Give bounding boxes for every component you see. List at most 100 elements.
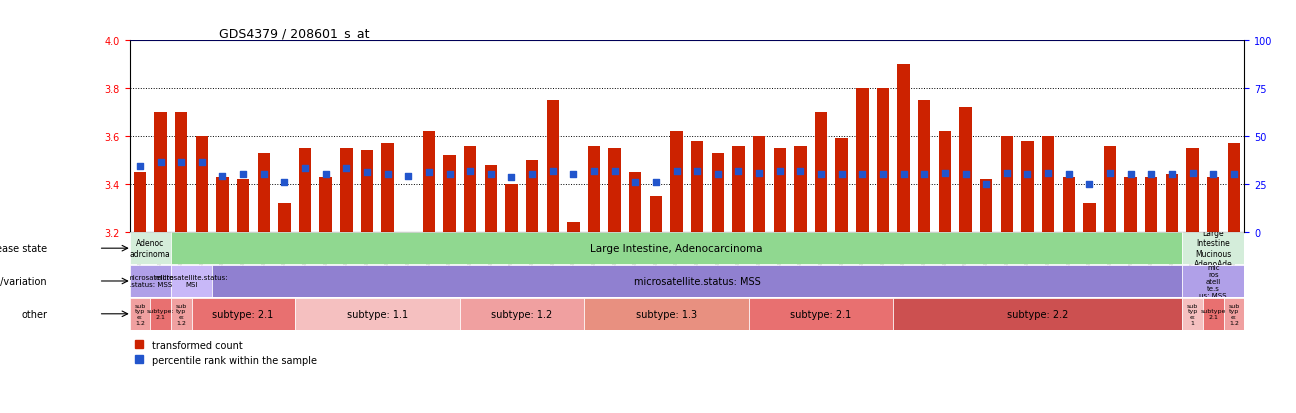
- Point: [749, 171, 770, 177]
- Bar: [774, 149, 785, 232]
- Bar: [1165, 175, 1178, 232]
- Bar: [1001, 137, 1013, 232]
- Point: [419, 169, 439, 176]
- Point: [1223, 172, 1244, 178]
- Point: [562, 172, 583, 178]
- Bar: [1042, 137, 1054, 232]
- Point: [294, 166, 315, 172]
- Text: subtype: 1.2: subtype: 1.2: [491, 309, 552, 319]
- Point: [1017, 172, 1038, 178]
- Point: [356, 169, 377, 176]
- Bar: [649, 197, 662, 232]
- Point: [1099, 171, 1120, 177]
- Text: subtype: 1.1: subtype: 1.1: [347, 309, 408, 319]
- Point: [1120, 172, 1140, 178]
- Text: microsatellite.status:
MSI: microsatellite.status: MSI: [154, 275, 228, 288]
- Bar: [980, 180, 993, 232]
- Bar: [670, 132, 683, 232]
- FancyBboxPatch shape: [150, 298, 171, 330]
- Point: [1080, 181, 1100, 188]
- Point: [955, 172, 976, 178]
- Text: sub
typ
e:
1.2: sub typ e: 1.2: [175, 303, 187, 325]
- Point: [851, 172, 872, 178]
- Text: Large
Intestine
Mucinous
AdenoAde: Large Intestine Mucinous AdenoAde: [1194, 228, 1232, 268]
- FancyBboxPatch shape: [1182, 266, 1244, 297]
- FancyBboxPatch shape: [213, 266, 1182, 297]
- Point: [604, 168, 625, 175]
- Bar: [732, 146, 745, 232]
- Text: subtype
2.1: subtype 2.1: [1200, 309, 1226, 319]
- Point: [728, 168, 749, 175]
- Point: [171, 160, 192, 166]
- FancyBboxPatch shape: [893, 298, 1182, 330]
- Bar: [258, 154, 270, 232]
- Point: [542, 168, 562, 175]
- FancyBboxPatch shape: [1203, 298, 1223, 330]
- Point: [770, 168, 791, 175]
- Bar: [133, 173, 146, 232]
- Bar: [918, 101, 931, 232]
- Bar: [1021, 142, 1034, 232]
- Bar: [959, 108, 972, 232]
- Point: [893, 172, 914, 178]
- Bar: [877, 89, 889, 232]
- Point: [997, 171, 1017, 177]
- Bar: [1125, 177, 1137, 232]
- Point: [872, 172, 893, 178]
- Bar: [608, 149, 621, 232]
- Bar: [938, 132, 951, 232]
- Text: sub
typ
e:
1: sub typ e: 1: [1187, 303, 1199, 325]
- FancyBboxPatch shape: [583, 298, 749, 330]
- FancyBboxPatch shape: [192, 298, 294, 330]
- Bar: [279, 204, 290, 232]
- Text: subtype: 2.2: subtype: 2.2: [1007, 309, 1068, 319]
- Point: [502, 174, 522, 180]
- Point: [645, 179, 666, 185]
- Point: [791, 168, 811, 175]
- Text: sub
typ
e:
1.2: sub typ e: 1.2: [1229, 303, 1239, 325]
- Point: [522, 172, 543, 178]
- FancyBboxPatch shape: [749, 298, 893, 330]
- Bar: [547, 101, 559, 232]
- Point: [914, 172, 934, 178]
- Text: subtype: 1.3: subtype: 1.3: [635, 309, 697, 319]
- Bar: [712, 154, 724, 232]
- Bar: [568, 223, 579, 232]
- Point: [976, 181, 997, 188]
- FancyBboxPatch shape: [130, 298, 150, 330]
- Bar: [526, 161, 538, 232]
- Bar: [464, 146, 477, 232]
- Point: [1140, 172, 1161, 178]
- Point: [460, 168, 481, 175]
- Bar: [753, 137, 766, 232]
- Text: disease state: disease state: [0, 244, 47, 254]
- Point: [1038, 171, 1059, 177]
- Text: subtype: 2.1: subtype: 2.1: [213, 309, 273, 319]
- Bar: [897, 65, 910, 232]
- Bar: [1227, 144, 1240, 232]
- FancyBboxPatch shape: [171, 266, 213, 297]
- Bar: [1207, 177, 1220, 232]
- Point: [811, 172, 832, 178]
- Bar: [340, 149, 353, 232]
- Point: [213, 173, 233, 179]
- Bar: [422, 132, 435, 232]
- Legend: transformed count, percentile rank within the sample: transformed count, percentile rank withi…: [135, 340, 318, 365]
- Text: genotype/variation: genotype/variation: [0, 276, 47, 286]
- Bar: [154, 113, 167, 232]
- Point: [625, 179, 645, 185]
- FancyBboxPatch shape: [171, 233, 1182, 264]
- Bar: [175, 113, 188, 232]
- Point: [130, 163, 150, 170]
- Point: [666, 168, 687, 175]
- Bar: [1104, 146, 1116, 232]
- Point: [377, 172, 398, 178]
- Point: [831, 172, 851, 178]
- Bar: [1186, 149, 1199, 232]
- Point: [192, 160, 213, 166]
- Bar: [505, 185, 517, 232]
- Point: [439, 172, 460, 178]
- Point: [687, 168, 708, 175]
- Bar: [320, 177, 332, 232]
- Text: subtype:
2.1: subtype: 2.1: [146, 309, 174, 319]
